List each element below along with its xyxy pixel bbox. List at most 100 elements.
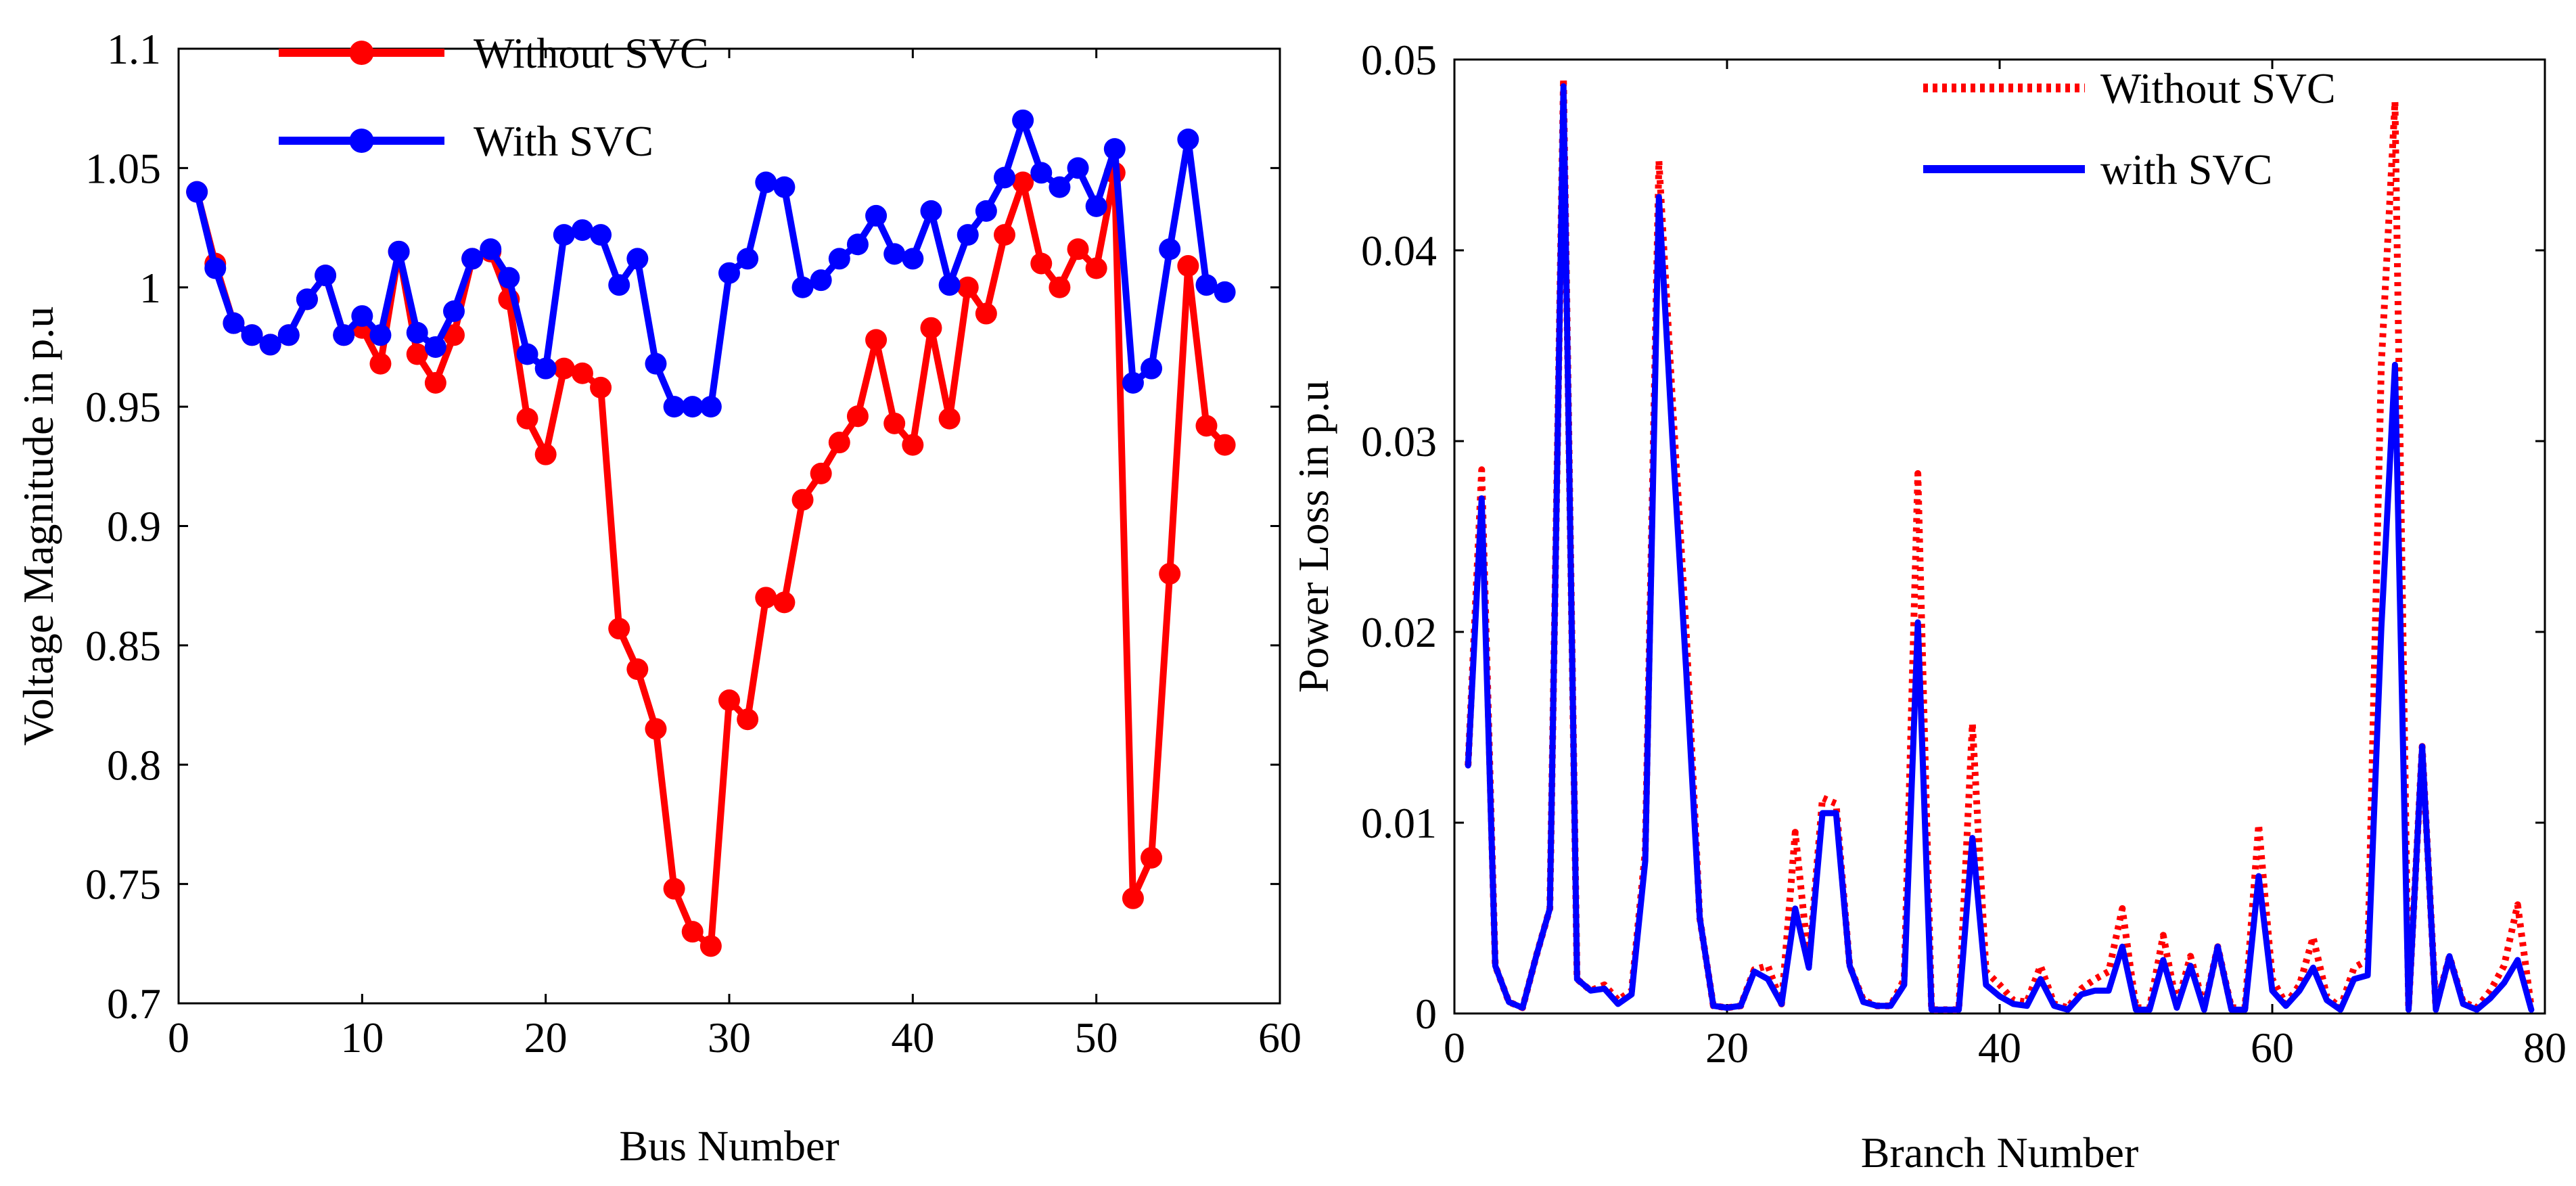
- data-point: [846, 405, 869, 428]
- x-tick-label: 50: [1075, 1013, 1118, 1062]
- y-axis-label: Power Loss in p.u: [1289, 380, 1337, 693]
- data-point: [1012, 171, 1034, 193]
- data-point: [1159, 563, 1181, 585]
- data-point: [424, 371, 446, 394]
- data-point: [810, 462, 832, 484]
- data-point: [480, 238, 502, 260]
- data-point: [846, 233, 869, 256]
- data-point: [553, 357, 575, 380]
- data-point: [645, 718, 667, 740]
- legend-marker: [349, 41, 374, 65]
- data-point: [1085, 257, 1107, 279]
- data-point: [1085, 195, 1107, 217]
- y-tick-label: 0.04: [1361, 227, 1437, 275]
- x-tick-label: 30: [708, 1013, 751, 1062]
- x-tick-label: 0: [168, 1013, 189, 1062]
- data-point: [718, 262, 740, 284]
- x-tick-label: 60: [1258, 1013, 1302, 1062]
- x-tick-label: 60: [2251, 1024, 2294, 1072]
- y-tick-label: 0.05: [1361, 36, 1437, 84]
- y-axis-label: Voltage Magnitude in p.u: [14, 306, 62, 746]
- data-point: [534, 443, 557, 465]
- data-point: [1122, 887, 1144, 909]
- data-point: [865, 204, 888, 227]
- data-point: [920, 317, 942, 339]
- data-point: [663, 877, 685, 900]
- y-tick-label: 0.9: [107, 503, 161, 551]
- data-point: [699, 396, 722, 418]
- series-with-svc: [186, 109, 1236, 418]
- data-point: [883, 412, 906, 434]
- legend-marker: [349, 129, 374, 153]
- data-point: [791, 488, 814, 511]
- data-point: [534, 357, 557, 380]
- data-point: [1122, 371, 1144, 394]
- data-point: [571, 362, 593, 384]
- data-point: [406, 343, 428, 365]
- data-point: [994, 166, 1015, 189]
- data-point: [277, 324, 300, 346]
- legend-label: with SVC: [2100, 145, 2272, 193]
- data-point: [388, 240, 410, 263]
- y-tick-label: 1: [139, 264, 161, 312]
- data-point: [626, 248, 649, 270]
- data-point: [204, 257, 227, 279]
- data-point: [296, 288, 318, 311]
- data-point: [828, 248, 850, 270]
- x-tick-label: 80: [2523, 1024, 2567, 1072]
- data-point: [883, 243, 906, 265]
- data-point: [223, 312, 245, 334]
- data-point: [498, 267, 520, 289]
- y-tick-label: 0: [1415, 990, 1437, 1038]
- data-point: [1214, 281, 1236, 303]
- data-point: [681, 921, 704, 943]
- data-point: [608, 274, 630, 296]
- data-point: [315, 265, 337, 287]
- data-point: [699, 935, 722, 957]
- data-point: [516, 407, 538, 430]
- data-point: [1177, 129, 1199, 151]
- data-point: [1049, 276, 1071, 298]
- data-point: [369, 324, 392, 346]
- data-point: [718, 689, 740, 712]
- data-point: [938, 407, 961, 430]
- data-point: [975, 302, 997, 325]
- series-line: [193, 169, 1228, 950]
- data-point: [663, 396, 685, 418]
- data-point: [828, 432, 850, 454]
- data-point: [1141, 357, 1163, 380]
- data-point: [1141, 846, 1163, 869]
- data-point: [938, 274, 961, 296]
- data-point: [571, 219, 593, 242]
- series-with-svc: [1465, 83, 2535, 1013]
- data-point: [516, 343, 538, 365]
- y-tick-label: 0.02: [1361, 608, 1437, 656]
- data-point: [608, 618, 630, 640]
- series-line: [1465, 83, 2535, 1013]
- data-point: [994, 224, 1015, 246]
- data-point: [737, 708, 759, 731]
- legend-label: With SVC: [474, 117, 653, 165]
- x-axis-label: Bus Number: [619, 1122, 839, 1170]
- data-point: [773, 176, 796, 198]
- data-point: [975, 200, 997, 222]
- data-point: [369, 352, 392, 375]
- x-tick-label: 40: [891, 1013, 934, 1062]
- y-tick-label: 0.8: [107, 741, 161, 789]
- data-point: [1195, 274, 1218, 296]
- y-tick-label: 1.05: [85, 144, 161, 192]
- data-point: [1049, 176, 1071, 198]
- data-point: [773, 591, 796, 614]
- data-point: [424, 336, 446, 358]
- x-tick-label: 0: [1444, 1024, 1465, 1072]
- legend: Without SVC With SVC: [279, 29, 709, 165]
- data-point: [1214, 434, 1236, 456]
- series-without-svc: [186, 162, 1236, 957]
- data-point: [406, 321, 428, 344]
- y-tick-label: 0.03: [1361, 417, 1437, 465]
- data-point: [590, 376, 612, 398]
- data-point: [957, 276, 979, 298]
- data-point: [1103, 138, 1126, 160]
- legend-label: Without SVC: [474, 29, 709, 77]
